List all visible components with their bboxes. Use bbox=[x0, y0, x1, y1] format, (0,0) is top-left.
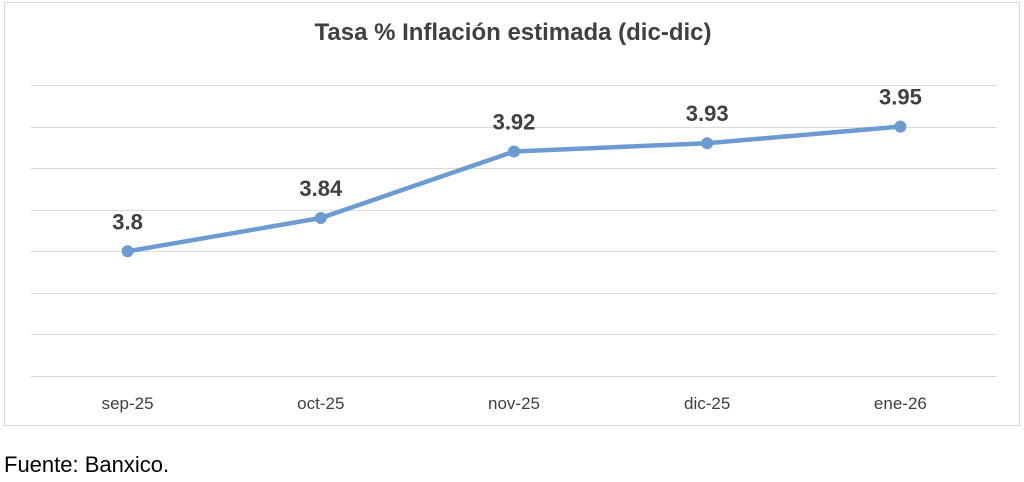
chart-frame: Tasa % Inflación estimada (dic-dic) sep-… bbox=[4, 2, 1020, 426]
data-point bbox=[121, 245, 134, 258]
x-tick-label: dic-25 bbox=[684, 394, 730, 413]
line-chart: sep-25 oct-25 nov-25 dic-25 ene-26 3.83.843.… bbox=[31, 85, 997, 413]
data-point bbox=[508, 145, 520, 158]
data-label: 3.84 bbox=[299, 176, 343, 201]
source-note: Fuente: Banxico. bbox=[4, 452, 170, 477]
series-line bbox=[125, 124, 903, 254]
x-tick-label: nov-25 bbox=[488, 394, 540, 413]
x-tick-label: oct-25 bbox=[297, 394, 344, 413]
data-label: 3.8 bbox=[112, 209, 143, 234]
data-point bbox=[314, 212, 327, 225]
x-tick-label: sep-25 bbox=[102, 394, 154, 413]
series-line-path bbox=[125, 124, 903, 254]
data-label: 3.93 bbox=[686, 101, 729, 126]
gridlines bbox=[31, 85, 997, 377]
data-points bbox=[121, 120, 907, 258]
data-point bbox=[894, 120, 907, 133]
data-label: 3.92 bbox=[493, 110, 536, 135]
data-label: 3.95 bbox=[879, 85, 922, 110]
x-tick-label: ene-26 bbox=[874, 394, 927, 413]
x-tick-labels: sep-25 oct-25 nov-25 dic-25 ene-26 bbox=[102, 394, 927, 413]
data-labels: 3.8 3.84 3.92 3.93 3.95 bbox=[112, 85, 922, 235]
data-point bbox=[701, 137, 714, 150]
chart-title: Tasa % Inflación estimada (dic-dic) bbox=[314, 19, 712, 46]
